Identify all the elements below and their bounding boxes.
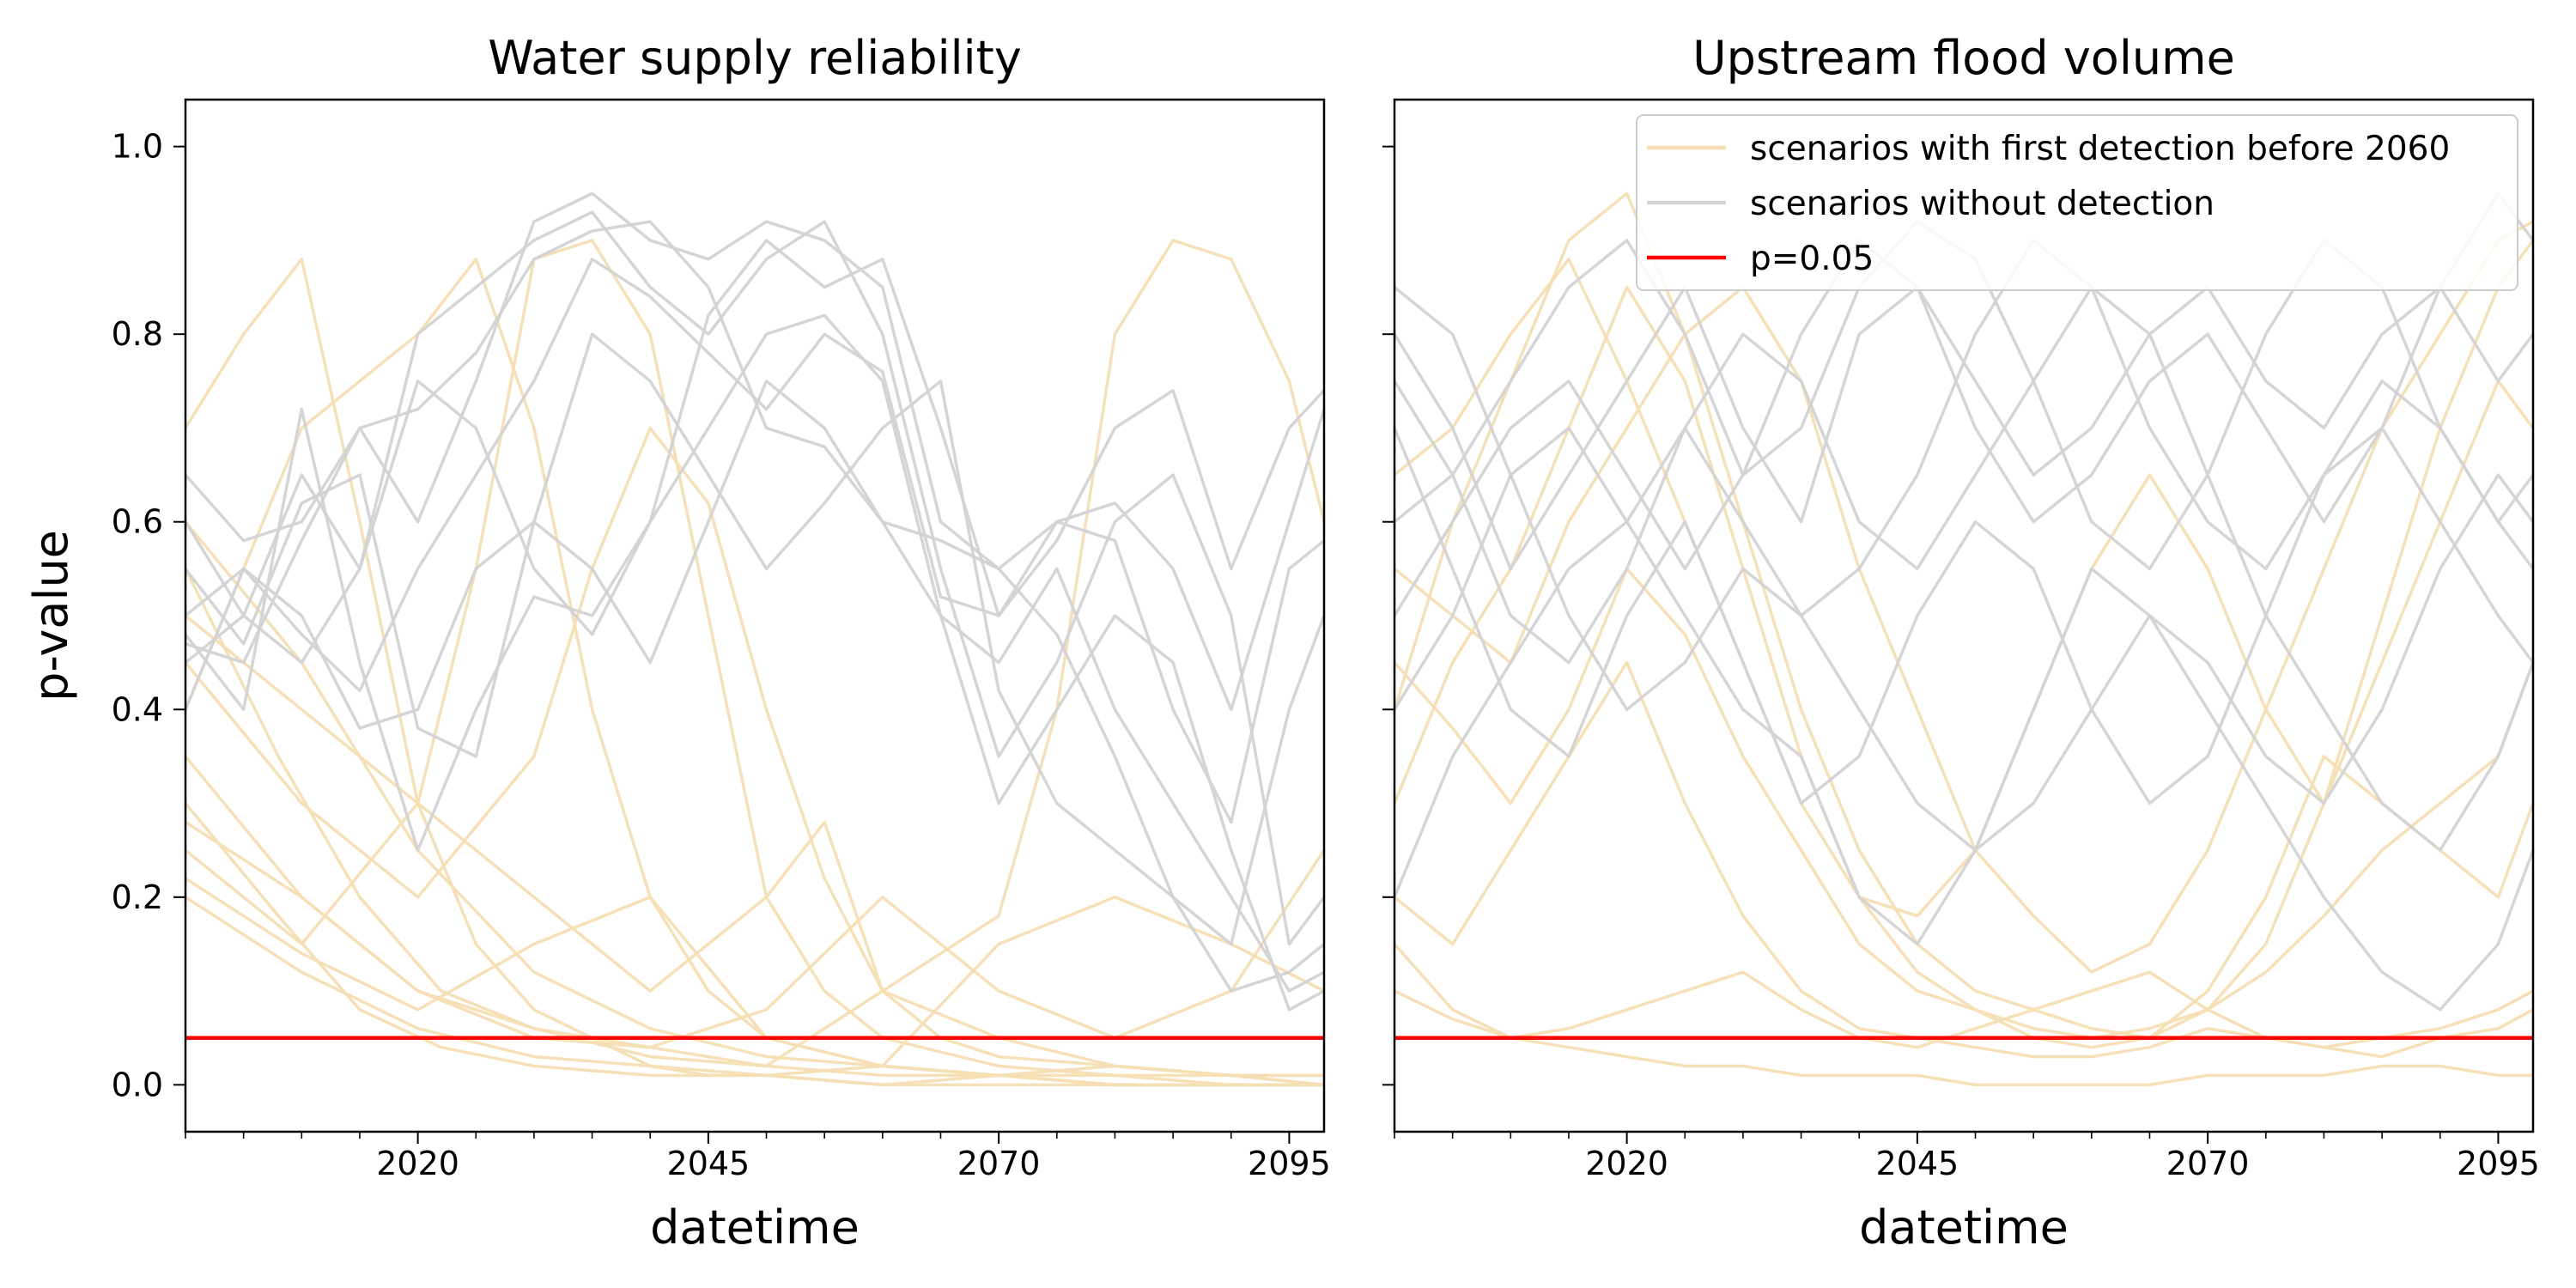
- panel-upstream-flood-volume: 2020 2045 2070 2095 Upstream flood volume d…: [1382, 31, 2540, 1255]
- y-tick-label: 0.2: [112, 878, 163, 916]
- x-tick-label: 2020: [1585, 1145, 1668, 1182]
- x-tick-label: 2020: [376, 1145, 459, 1182]
- series-line-detected-5: [1393, 258, 2535, 918]
- series-line-not-detected-10: [1393, 426, 2535, 805]
- series-line-detected-1: [1393, 943, 2533, 1087]
- series-line-not-detected-8: [1393, 285, 2535, 571]
- x-tick-label: 2045: [667, 1145, 750, 1182]
- series-line-not-detected-12: [185, 191, 1326, 712]
- axes-frame: [1393, 98, 2535, 1133]
- series-line-not-detected-15: [184, 380, 1325, 1012]
- y-tick-label: 0.0: [112, 1066, 163, 1103]
- series-line-not-detected-13: [1393, 285, 2535, 852]
- series-line-detected-4: [1393, 660, 2534, 1059]
- series-line-not-detected-19: [184, 258, 1326, 693]
- series-line-not-detected-14: [184, 313, 1325, 993]
- x-tick-label: 2095: [1248, 1145, 1331, 1182]
- panel-title: Upstream flood volume: [1692, 31, 2235, 85]
- y-tick-label: 1.0: [112, 128, 163, 166]
- legend-label-detected: scenarios with first detection before 20…: [1750, 130, 2450, 168]
- series-line-not-detected-14: [1393, 519, 2535, 1012]
- legend-box: [1636, 114, 2518, 291]
- series-line-not-detected-9: [1393, 239, 2535, 665]
- series-line-detected-3: [1393, 220, 2534, 974]
- y-tick-label: 0.4: [112, 690, 163, 728]
- x-tick-label: 2095: [2457, 1145, 2540, 1182]
- legend: scenarios with first detection before 20…: [1636, 114, 2518, 291]
- series-line-not-detected-18: [184, 332, 1326, 946]
- series-line-detected-9: [185, 820, 1326, 1049]
- series-line-detected-10: [184, 520, 1324, 1078]
- panel-water-supply-reliability: 2020 2045 2070 2095 0.0 0.2 0.4 0.6 0.8 1.0 Water…: [24, 31, 1331, 1255]
- y-axis-label: p-value: [24, 530, 78, 702]
- panel-title: Water supply reliability: [488, 31, 1022, 85]
- x-axis-label: datetime: [1859, 1200, 2069, 1255]
- series-line-detected-0: [1393, 191, 2535, 1040]
- series-line-not-detected-16: [184, 220, 1326, 993]
- x-tick-label: 2045: [1876, 1145, 1959, 1182]
- y-tick-label: 0.8: [112, 315, 163, 353]
- series-line-not-detected-17: [184, 239, 1326, 824]
- legend-label-not-detected: scenarios without detection: [1750, 185, 2215, 223]
- series-line-not-detected-12: [1393, 286, 2535, 852]
- series-line-detected-7: [185, 896, 1325, 1078]
- x-tick-label: 2070: [2166, 1145, 2250, 1182]
- series-line-detected-6: [1394, 970, 2534, 1059]
- y-tick-label: 0.6: [112, 503, 163, 541]
- series-line-detected-7: [1393, 567, 2535, 1040]
- series-line-not-detected-11: [1393, 191, 2535, 617]
- series-line-not-detected-13: [184, 210, 1326, 946]
- series-line-detected-4: [184, 239, 1324, 1087]
- x-axis-label: datetime: [650, 1200, 860, 1255]
- series-line-detected-2: [184, 258, 1324, 1087]
- x-tick-label: 2070: [957, 1145, 1041, 1182]
- legend-label-threshold: p=0.05: [1750, 240, 1874, 278]
- axes-frame: [184, 98, 1326, 1133]
- series-line-detected-5: [184, 426, 1325, 1087]
